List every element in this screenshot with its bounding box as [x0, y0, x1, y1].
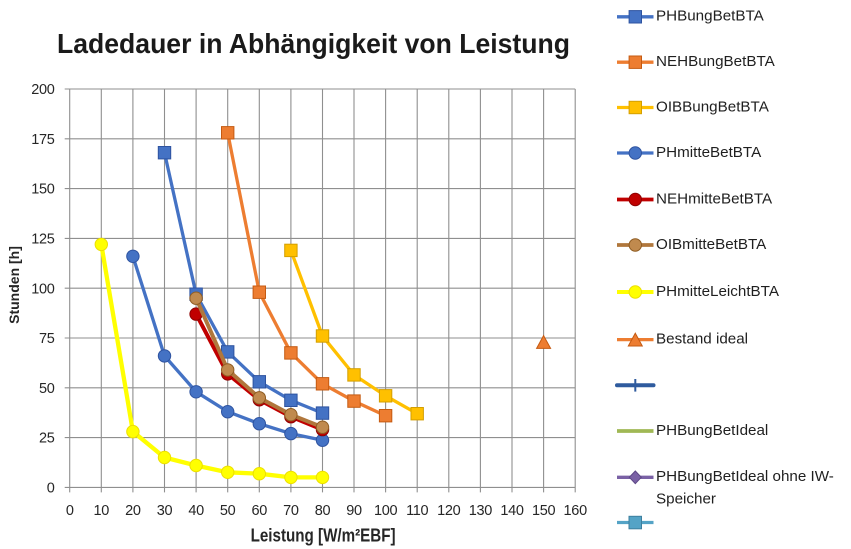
- svg-text:30: 30: [157, 503, 173, 519]
- svg-text:70: 70: [283, 503, 299, 519]
- svg-text:NEHmitteBetBTA: NEHmitteBetBTA: [656, 190, 773, 207]
- svg-text:20: 20: [125, 503, 141, 519]
- svg-text:125: 125: [31, 232, 55, 248]
- svg-text:0: 0: [47, 481, 55, 497]
- svg-text:Ladedauer in Abhängigkeit von: Ladedauer in Abhängigkeit von Leistung: [57, 28, 570, 59]
- svg-text:80: 80: [315, 503, 331, 519]
- svg-text:150: 150: [31, 182, 55, 198]
- svg-text:175: 175: [31, 132, 55, 148]
- svg-text:90: 90: [346, 503, 362, 519]
- svg-text:200: 200: [31, 82, 55, 98]
- svg-text:PHmitteLeichtBTA: PHmitteLeichtBTA: [656, 283, 780, 300]
- svg-text:100: 100: [374, 503, 398, 519]
- svg-text:10: 10: [94, 503, 110, 519]
- svg-text:0: 0: [66, 503, 74, 519]
- svg-text:NEHBungBetBTA: NEHBungBetBTA: [656, 53, 776, 70]
- svg-text:140: 140: [500, 503, 524, 519]
- svg-text:60: 60: [252, 503, 268, 519]
- svg-text:40: 40: [188, 503, 204, 519]
- svg-text:PHmitteBetBTA: PHmitteBetBTA: [656, 144, 762, 161]
- svg-text:Bestand ideal: Bestand ideal: [656, 330, 748, 347]
- svg-text:PHBungBetIdeal ohne IW-: PHBungBetIdeal ohne IW-: [656, 468, 834, 485]
- svg-text:25: 25: [39, 431, 55, 447]
- svg-text:100: 100: [31, 281, 55, 297]
- svg-text:150: 150: [532, 503, 556, 519]
- svg-text:110: 110: [406, 503, 428, 519]
- svg-text:50: 50: [220, 503, 236, 519]
- svg-text:PHBungBetBTA: PHBungBetBTA: [656, 8, 765, 25]
- svg-text:Speicher: Speicher: [656, 491, 716, 508]
- svg-text:OIBBungBetBTA: OIBBungBetBTA: [656, 98, 770, 115]
- svg-text:130: 130: [469, 503, 493, 519]
- svg-text:75: 75: [39, 331, 55, 347]
- svg-text:120: 120: [437, 503, 461, 519]
- svg-text:PHBungBetIdeal: PHBungBetIdeal: [656, 422, 768, 439]
- svg-text:Leistung [W/m²EBF]: Leistung [W/m²EBF]: [251, 526, 396, 546]
- svg-text:Stunden [h]: Stunden [h]: [6, 246, 22, 324]
- svg-text:160: 160: [564, 503, 588, 519]
- svg-text:OIBmitteBetBTA: OIBmitteBetBTA: [656, 236, 767, 253]
- svg-text:50: 50: [39, 381, 55, 397]
